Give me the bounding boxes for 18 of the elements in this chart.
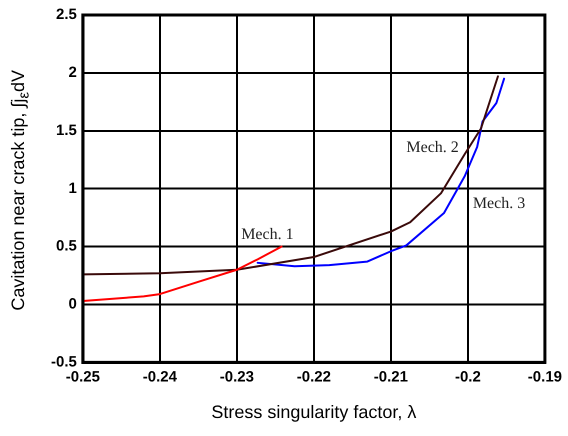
- x-tick-label: -0.2: [454, 368, 481, 386]
- series-label: Mech. 1: [241, 226, 294, 243]
- x-tick-label: -0.23: [220, 368, 254, 386]
- y-tick-label: 1: [68, 180, 77, 197]
- y-tick-label: 1.5: [56, 122, 77, 139]
- series-label: Mech. 2: [406, 139, 459, 156]
- x-axis-title: Stress singularity factor, λ: [211, 402, 416, 422]
- x-tick-label: -0.21: [374, 368, 408, 386]
- y-tick-label: 0: [68, 296, 77, 313]
- x-tick-label: -0.19: [528, 368, 562, 386]
- y-tick-label: -0.5: [50, 354, 77, 371]
- series-label: Mech. 3: [472, 195, 526, 212]
- x-tick-label: -0.24: [142, 368, 178, 386]
- y-tick-label: 0.5: [56, 238, 77, 255]
- y-tick-label: 2: [68, 64, 77, 82]
- x-tick-label: -0.22: [296, 368, 331, 386]
- x-tick-label: -0.25: [66, 368, 100, 386]
- y-tick-label: 2.5: [56, 6, 77, 24]
